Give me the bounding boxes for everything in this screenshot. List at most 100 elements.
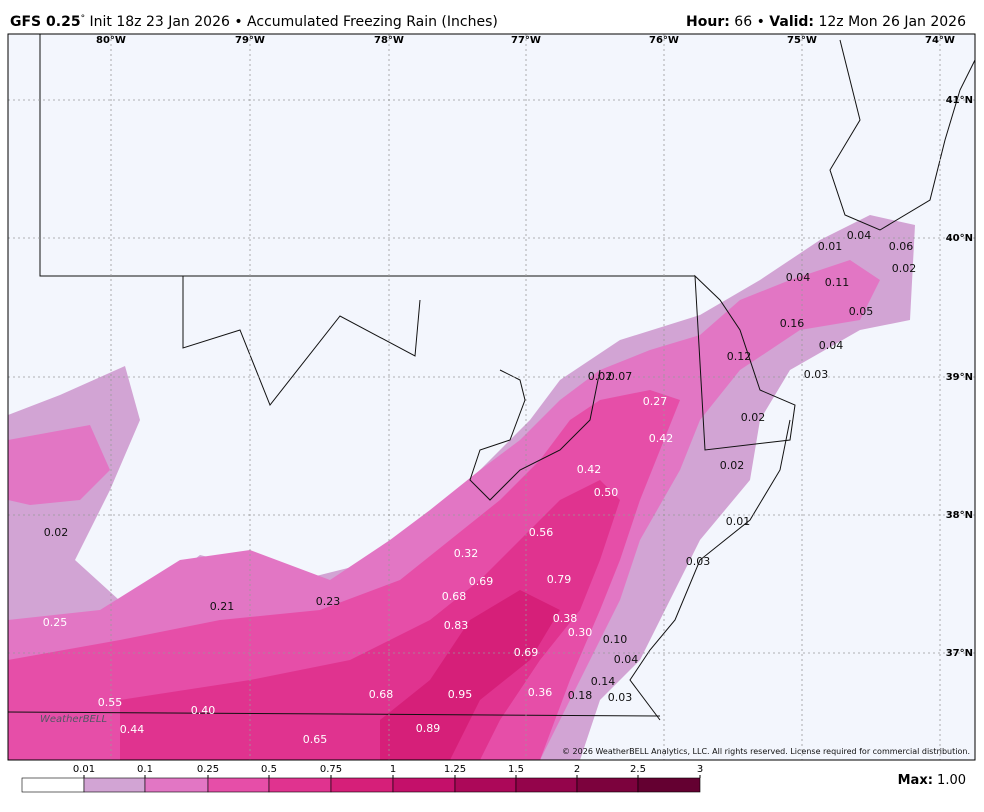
- logo: WeatherBELL: [40, 714, 107, 725]
- shade-4: [120, 480, 620, 760]
- valid-label: Valid:: [769, 14, 814, 30]
- hour-value: 66 •: [730, 14, 769, 30]
- legend: 0.01 0.1 0.25 0.5 0.75 1 1.25 1.5 2 2.5 3: [21, 764, 703, 793]
- amount-label: 0.68: [369, 688, 394, 701]
- amount-label: 0.03: [608, 691, 633, 704]
- amount-label: 0.36: [528, 686, 553, 699]
- model: GFS 0.25: [10, 14, 81, 30]
- amount-label: 0.07: [608, 370, 633, 383]
- amount-label: 0.05: [849, 305, 874, 318]
- amount-label: 0.10: [603, 633, 628, 646]
- amount-label: 0.04: [614, 653, 639, 666]
- legend-swatch: [576, 777, 639, 793]
- copyright: © 2026 WeatherBELL Analytics, LLC. All r…: [562, 747, 970, 756]
- lat-label: 40°N: [946, 233, 973, 244]
- amount-label: 0.21: [210, 600, 235, 613]
- amount-label: 0.44: [120, 723, 145, 736]
- amount-label: 0.42: [649, 432, 674, 445]
- init: Init 18z 23 Jan 2026 • Accumulated Freez…: [85, 14, 498, 30]
- degree: °: [81, 14, 86, 24]
- amount-label: 0.69: [514, 646, 539, 659]
- amount-label: 0.04: [819, 339, 844, 352]
- amount-label: 0.02: [588, 370, 613, 383]
- amount-label: 0.02: [44, 526, 69, 539]
- legend-tick-label: 3: [697, 764, 703, 775]
- legend-tick-label: 1: [390, 764, 396, 775]
- labels: 80°W 79°W 78°W 77°W 76°W 75°W 74°W 41°N 40°N 39°N…: [43, 35, 973, 746]
- amount-label: 0.50: [594, 486, 619, 499]
- legend-swatch: [454, 777, 517, 793]
- amount-label: 0.89: [416, 722, 441, 735]
- amount-label: 0.11: [825, 276, 850, 289]
- header-right: Hour: 66 • Valid: 12z Mon 26 Jan 2026: [686, 14, 966, 30]
- legend-tick-label: 2: [574, 764, 580, 775]
- graticule: [8, 34, 975, 760]
- amount-label: 0.06: [889, 240, 914, 253]
- amount-label: 0.69: [469, 575, 494, 588]
- lon-label: 79°W: [235, 35, 265, 46]
- legend-tick-label: 1.5: [508, 764, 524, 775]
- amount-label: 0.95: [448, 688, 473, 701]
- map-frame: [7, 33, 976, 761]
- lat-label: 39°N: [946, 372, 973, 383]
- amount-label: 0.23: [316, 595, 341, 608]
- amount-label: 0.03: [804, 368, 829, 381]
- amount-label: 0.27: [643, 395, 668, 408]
- amount-label: 0.32: [454, 547, 479, 560]
- amount-label: 0.03: [686, 555, 711, 568]
- legend-tick-label: 0.5: [261, 764, 277, 775]
- amount-label: 0.02: [741, 411, 766, 424]
- lon-label: 77°W: [511, 35, 541, 46]
- amount-label: 0.25: [43, 616, 68, 629]
- amount-label: 0.01: [818, 240, 843, 253]
- lat-label: 38°N: [946, 510, 973, 521]
- amount-label: 0.79: [547, 573, 572, 586]
- lon-label: 75°W: [787, 35, 817, 46]
- header-left: GFS 0.25° Init 18z 23 Jan 2026 • Accumul…: [10, 14, 498, 30]
- amount-label: 0.14: [591, 675, 616, 688]
- amount-label: 0.04: [847, 229, 872, 242]
- lon-label: 78°W: [374, 35, 404, 46]
- legend-tick-label: 0.75: [320, 764, 342, 775]
- amount-label: 0.01: [726, 515, 751, 528]
- map: WeatherBELL © 2026 WeatherBELL Analytics…: [8, 34, 975, 760]
- legend-swatch: [268, 777, 332, 793]
- lat-label: 37°N: [946, 648, 973, 659]
- legend-tick-label: 2.5: [630, 764, 646, 775]
- amount-label: 0.12: [727, 350, 752, 363]
- legend-swatch: [207, 777, 270, 793]
- lon-label: 74°W: [925, 35, 955, 46]
- lon-label: 80°W: [96, 35, 126, 46]
- legend-swatch: [637, 777, 701, 793]
- legend-swatch: [330, 777, 394, 793]
- legend-swatch: [83, 777, 146, 793]
- legend-swatch: [144, 777, 209, 793]
- amount-label: 0.02: [892, 262, 917, 275]
- hour-label: Hour:: [686, 14, 730, 30]
- lon-label: 76°W: [649, 35, 679, 46]
- amount-label: 0.04: [786, 271, 811, 284]
- lat-label: 41°N: [946, 95, 973, 106]
- legend-tick-label: 0.01: [73, 764, 95, 775]
- amount-label: 0.38: [553, 612, 578, 625]
- legend-swatch: [515, 777, 578, 793]
- legend-tick-label: 1.25: [444, 764, 466, 775]
- amount-label: 0.42: [577, 463, 602, 476]
- amount-label: 0.30: [568, 626, 593, 639]
- amount-label: 0.68: [442, 590, 467, 603]
- valid-value: 12z Mon 26 Jan 2026: [814, 14, 966, 30]
- amount-label: 0.16: [780, 317, 805, 330]
- amount-label: 0.02: [720, 459, 745, 472]
- borders: [8, 34, 975, 721]
- amount-label: 0.40: [191, 704, 216, 717]
- max: Max: 1.00: [898, 773, 966, 788]
- legend-tick-label: 0.1: [137, 764, 153, 775]
- amount-label: 0.18: [568, 689, 593, 702]
- amount-label: 0.56: [529, 526, 554, 539]
- amount-label: 0.55: [98, 696, 123, 709]
- max-value: 1.00: [933, 773, 966, 788]
- amount-label: 0.65: [303, 733, 328, 746]
- amount-label: 0.83: [444, 619, 469, 632]
- max-label: Max:: [898, 773, 933, 788]
